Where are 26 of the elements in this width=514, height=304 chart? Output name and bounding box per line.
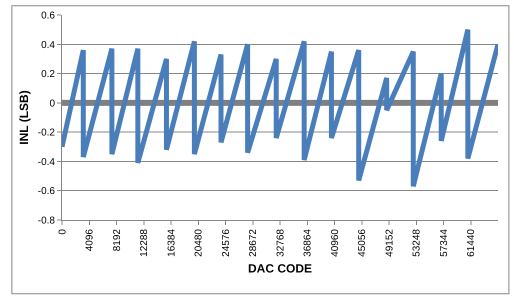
y-tick-label: 0.4 [41, 40, 56, 51]
y-tick-label: -0.4 [38, 156, 56, 168]
x-tick-label: 16384 [166, 228, 178, 257]
x-tick-label: 40960 [330, 228, 341, 257]
y-tick-label: -0.2 [38, 128, 56, 139]
y-axis-title: INL (LSB) [17, 90, 32, 145]
y-tick-label: -0.8 [38, 216, 56, 226]
x-tick-label: 45056 [357, 228, 368, 257]
x-tick-label: 53248 [412, 228, 423, 257]
x-tick-label: 32768 [275, 228, 286, 257]
y-tick-label: 0.6 [41, 10, 56, 22]
y-tick-label: 0 [49, 98, 56, 110]
x-tick-label: 57344 [438, 228, 450, 257]
x-tick-label: 12288 [139, 228, 150, 257]
x-tick-label: 36864 [302, 228, 314, 257]
x-tick-label: 0 [57, 228, 68, 235]
x-tick-label: 8192 [112, 228, 123, 252]
x-tick-label: 20480 [194, 228, 204, 257]
x-axis-title: DAC CODE [248, 262, 312, 276]
x-tick-label: 49152 [384, 228, 396, 257]
y-tick-label: -0.6 [38, 186, 56, 198]
x-tick-label: 61440 [466, 228, 478, 257]
x-tick-label: 28672 [248, 228, 259, 257]
x-tick-label: 4096 [84, 228, 96, 252]
x-tick-label: 24576 [220, 228, 232, 257]
y-tick-label: 0.2 [41, 69, 56, 80]
